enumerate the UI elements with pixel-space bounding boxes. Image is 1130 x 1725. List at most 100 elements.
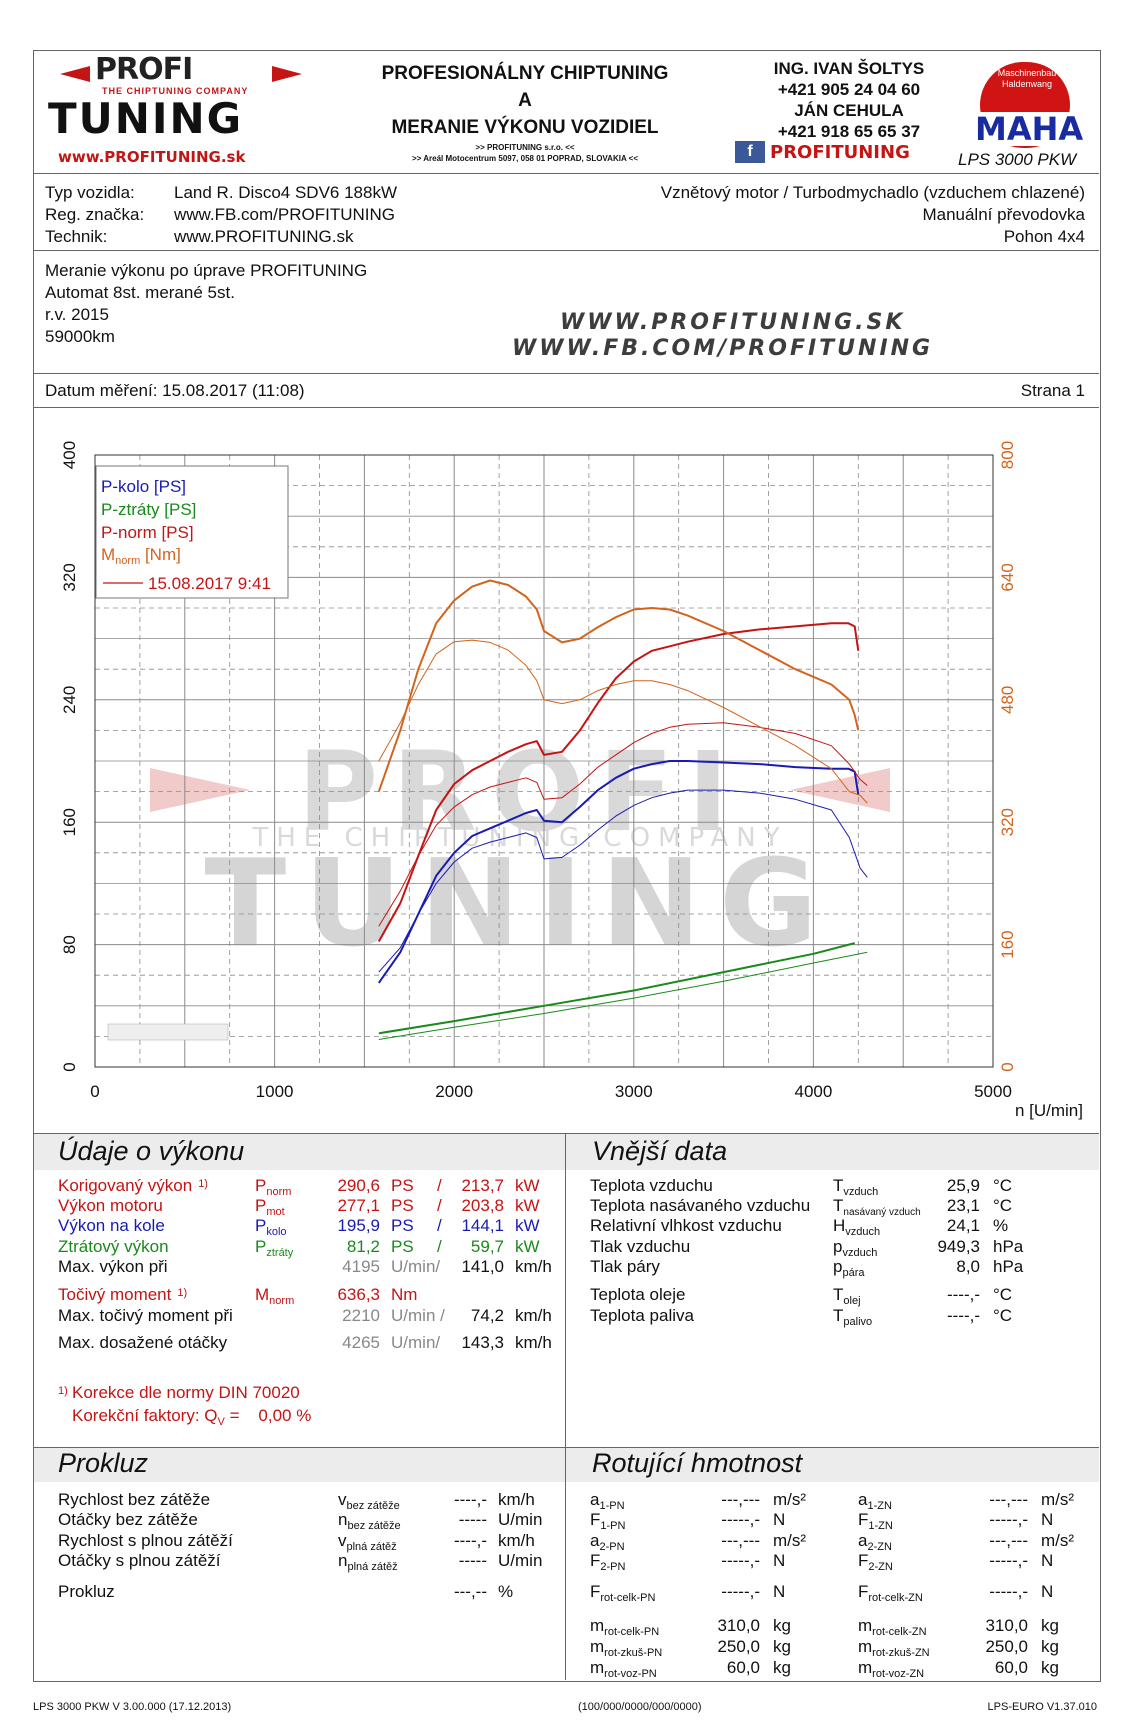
external-value: 24,1	[946, 1216, 980, 1235]
rotating-mass-value: -----,-	[721, 1510, 760, 1529]
note-line: 59000km	[45, 327, 115, 346]
plot-border	[94, 454, 994, 1068]
rotating-mass-symbol: F1-ZN	[858, 1510, 893, 1532]
watermark-arrow-icon	[150, 768, 250, 812]
rotating-mass-symbol-letter: m	[858, 1658, 873, 1677]
footnote-mark: 1)	[198, 1178, 208, 1190]
performance-label: Točivý moment	[58, 1285, 172, 1304]
rotating-mass-symbol-letter: F	[858, 1510, 869, 1529]
slip-symbol-letter: n	[338, 1551, 348, 1570]
external-symbol-letter: H	[833, 1216, 846, 1235]
performance-symbol-letter: P	[255, 1196, 267, 1215]
slip-label: Rychlost bez zátěže	[58, 1490, 211, 1509]
divider	[33, 173, 1099, 174]
rotating-mass-symbol-subscript: rot-celk-PN	[600, 1592, 656, 1604]
series-line	[377, 760, 860, 984]
slip-symbol: nbez zátěže	[338, 1510, 401, 1532]
slip-symbol-letter: v	[338, 1490, 347, 1509]
performance-unit: U/min /	[391, 1306, 445, 1325]
rotating-mass-value: ---,---	[989, 1531, 1028, 1550]
y-right-tick-label: 320	[998, 808, 1017, 836]
rotating-mass-unit: N	[1041, 1582, 1054, 1601]
external-data-title: Vnější data	[592, 1136, 728, 1166]
performance-label: Max. dosažené otáčky	[58, 1333, 228, 1352]
y-left-tick-label: 400	[60, 441, 79, 469]
footer-version: LPS 3000 PKW V 3.00.000 (17.12.2013)	[33, 1701, 232, 1713]
y-left-tick-label: 160	[60, 808, 79, 836]
rotating-mass-value: -----,-	[989, 1510, 1028, 1529]
rotating-mass-symbol: Frot-celk-PN	[590, 1582, 655, 1604]
performance-value: 290,6	[337, 1176, 380, 1195]
legend-entry-label: M	[101, 545, 115, 564]
series-line	[378, 951, 868, 1040]
legend-entry-sub: norm	[115, 555, 140, 567]
rotating-mass-unit: N	[773, 1551, 786, 1570]
series-line	[378, 639, 868, 804]
x-tick-label: 1000	[256, 1082, 294, 1101]
external-label: Teplota oleje	[590, 1285, 686, 1304]
rotating-mass-symbol-subscript: 1-PN	[600, 1520, 626, 1532]
performance-unit: km/h	[515, 1306, 552, 1325]
performance-value: 195,9	[337, 1216, 380, 1235]
header-title-line3: MERANIE VÝKONU VOZIDIEL	[391, 117, 659, 138]
external-label: Tlak páry	[590, 1257, 660, 1276]
engine-type: Vznětový motor / Turbodmychadlo (vzduche…	[660, 183, 1085, 202]
logo-arrow-left-icon	[60, 66, 90, 82]
vehicle-type-value: Land R. Disco4 SDV6 188kW	[174, 183, 397, 202]
legend-entry-label: P-kolo [PS]	[101, 477, 186, 496]
external-label: Relativní vlhkost vzduchu	[590, 1216, 782, 1235]
external-symbol-letter: p	[833, 1237, 843, 1256]
legend-run-date: 15.08.2017 9:41	[148, 574, 271, 593]
performance-unit: kW	[515, 1196, 540, 1215]
contact-phone-1: +421 905 24 04 60	[777, 80, 921, 99]
rotating-mass-unit: N	[773, 1582, 786, 1601]
series-line	[377, 622, 860, 942]
rotating-mass-unit: m/s²	[1041, 1531, 1075, 1550]
y-right-tick-label: 480	[998, 686, 1017, 714]
measurement-date: Datum měření: 15.08.2017 (11:08)	[45, 381, 305, 400]
maha-model: LPS 3000 PKW	[958, 150, 1077, 169]
company-address: >> PROFITUNING s.r.o. << >> Areál Motoce…	[320, 142, 730, 164]
rotating-mass-symbol-letter: F	[858, 1551, 869, 1570]
rotating-mass-symbol-subscript: 2-PN	[599, 1541, 625, 1553]
performance-value: 143,3	[461, 1333, 504, 1352]
performance-separator: /	[437, 1216, 442, 1235]
maha-wordmark: MAHA	[975, 110, 1084, 148]
external-symbol-letter: p	[833, 1257, 843, 1276]
series-line	[378, 942, 855, 1035]
correction-norm: Korekce dle normy DIN 70020	[72, 1383, 300, 1402]
performance-unit: PS	[391, 1196, 414, 1215]
gearbox-type: Manuální převodovka	[922, 205, 1085, 224]
rotating-mass-title: Rotující hmotnost	[592, 1448, 803, 1478]
divider	[33, 407, 1099, 408]
external-value: 949,3	[937, 1237, 980, 1256]
performance-symbol: Pmot	[255, 1196, 285, 1218]
rotating-mass-unit: m/s²	[773, 1531, 807, 1550]
logo-url: www.PROFITUNING.sk	[58, 148, 246, 166]
performance-symbol-letter: P	[255, 1216, 267, 1235]
note-line: Meranie výkonu po úprave PROFITUNING	[45, 261, 368, 280]
note-mark: 1)	[58, 1385, 68, 1397]
logo-tagline: THE CHIPTUNING COMPANY	[102, 86, 249, 96]
facebook-icon: f	[735, 141, 765, 163]
watermark-tagline: THE CHIPTUNING COMPANY	[251, 823, 787, 853]
divider	[33, 373, 1099, 374]
company-location: >> Areál Motocentrum 5097, 058 01 POPRAD…	[411, 154, 638, 163]
slip-symbol-subscript: plná zátěž	[347, 1561, 398, 1573]
performance-value: 141,0	[461, 1257, 504, 1276]
performance-unit: kW	[515, 1237, 540, 1256]
rotating-mass-symbol-letter: m	[858, 1616, 873, 1635]
performance-symbol-subscript: ztráty	[266, 1247, 294, 1259]
header-title-line1: PROFESIONÁLNY CHIPTUNING	[381, 63, 669, 84]
external-unit: °C	[993, 1306, 1013, 1325]
external-value: 23,1	[946, 1196, 980, 1215]
reg-label: Reg. značka:	[45, 205, 145, 224]
legend-entry: Mnorm [Nm]	[101, 545, 181, 567]
slip-label: Prokluz	[58, 1582, 115, 1601]
rotating-mass-symbol-letter: F	[590, 1510, 601, 1529]
rotating-mass-symbol: mrot-celk-ZN	[858, 1616, 927, 1638]
performance-unit: U/min/	[391, 1257, 441, 1276]
rotating-mass-symbol: a2-ZN	[858, 1531, 892, 1553]
